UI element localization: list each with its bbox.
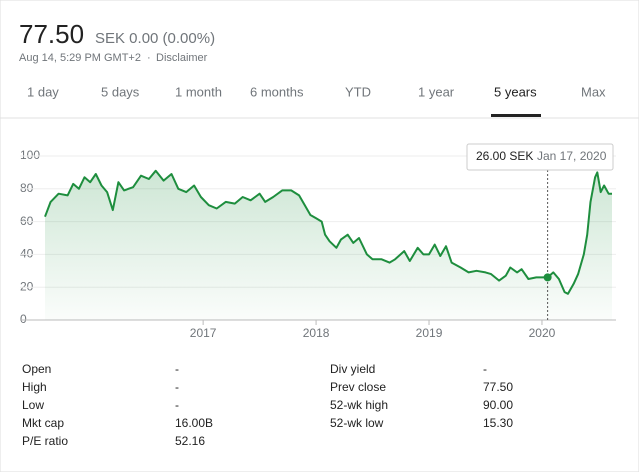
x-tick-label: 2019 xyxy=(416,326,443,340)
stat-label: Low xyxy=(22,398,44,412)
separator: · xyxy=(147,52,151,64)
y-tick-label: 0 xyxy=(20,312,27,326)
stat-value: 90.00 xyxy=(483,398,513,412)
tab[interactable]: 1 year xyxy=(418,84,455,99)
stat-value: - xyxy=(175,362,179,376)
y-tick-label: 60 xyxy=(20,214,34,228)
stat-label: Mkt cap xyxy=(22,416,64,430)
active-tab-underline xyxy=(491,114,541,117)
stat-label: 52-wk high xyxy=(330,398,388,412)
tooltip-box xyxy=(466,143,614,171)
stat-label: P/E ratio xyxy=(22,434,68,448)
stat-label: Open xyxy=(22,362,51,376)
stat-value: 77.50 xyxy=(483,380,513,394)
stat-value: - xyxy=(175,398,179,412)
y-tick-label: 20 xyxy=(20,279,34,293)
price-change: SEK 0.00 (0.00%) xyxy=(95,30,215,47)
y-tick-label: 80 xyxy=(20,181,34,195)
timestamp: Aug 14, 5:29 PM GMT+2 xyxy=(19,52,141,64)
y-tick-label: 100 xyxy=(20,148,40,162)
stat-value: - xyxy=(175,380,179,394)
stat-value: 15.30 xyxy=(483,416,513,430)
stat-value: - xyxy=(483,362,487,376)
chart: 0 20 40 60 80 100 2017 2018 2019 2020 26.00 SEK Jan… xyxy=(20,143,616,340)
stat-value: 52.16 xyxy=(175,434,205,448)
tooltip-date: Jan 17, 2020 xyxy=(537,149,607,163)
hover-point xyxy=(543,273,552,282)
area xyxy=(45,170,612,320)
stat-label: High xyxy=(22,380,47,394)
tab[interactable]: YTD xyxy=(345,84,371,99)
tab[interactable]: 5 days xyxy=(101,84,140,99)
stats: Open - High - Low - Mkt cap 16.00B P/E ratio 52.1… xyxy=(22,362,513,448)
x-tick-label: 2017 xyxy=(190,326,217,340)
tab[interactable]: 1 month xyxy=(175,84,222,99)
y-tick-label: 40 xyxy=(20,247,34,261)
stat-label: 52-wk low xyxy=(330,416,384,430)
x-tick-label: 2020 xyxy=(529,326,556,340)
stat-value: 16.00B xyxy=(175,416,213,430)
tab[interactable]: Max xyxy=(581,84,606,99)
tabs: 1 day 5 days 1 month 6 months YTD 1 year 5 yea… xyxy=(27,84,606,117)
tooltip-value: 26.00 SEK xyxy=(476,149,533,163)
price: 77.50 xyxy=(19,19,84,49)
tab[interactable]: 6 months xyxy=(250,84,304,99)
stat-label: Div yield xyxy=(330,362,375,376)
disclaimer-link[interactable]: Disclaimer xyxy=(156,52,208,64)
tab[interactable]: 5 years xyxy=(494,84,537,99)
tab[interactable]: 1 day xyxy=(27,84,59,99)
x-tick-label: 2018 xyxy=(303,326,330,340)
stat-label: Prev close xyxy=(330,380,386,394)
